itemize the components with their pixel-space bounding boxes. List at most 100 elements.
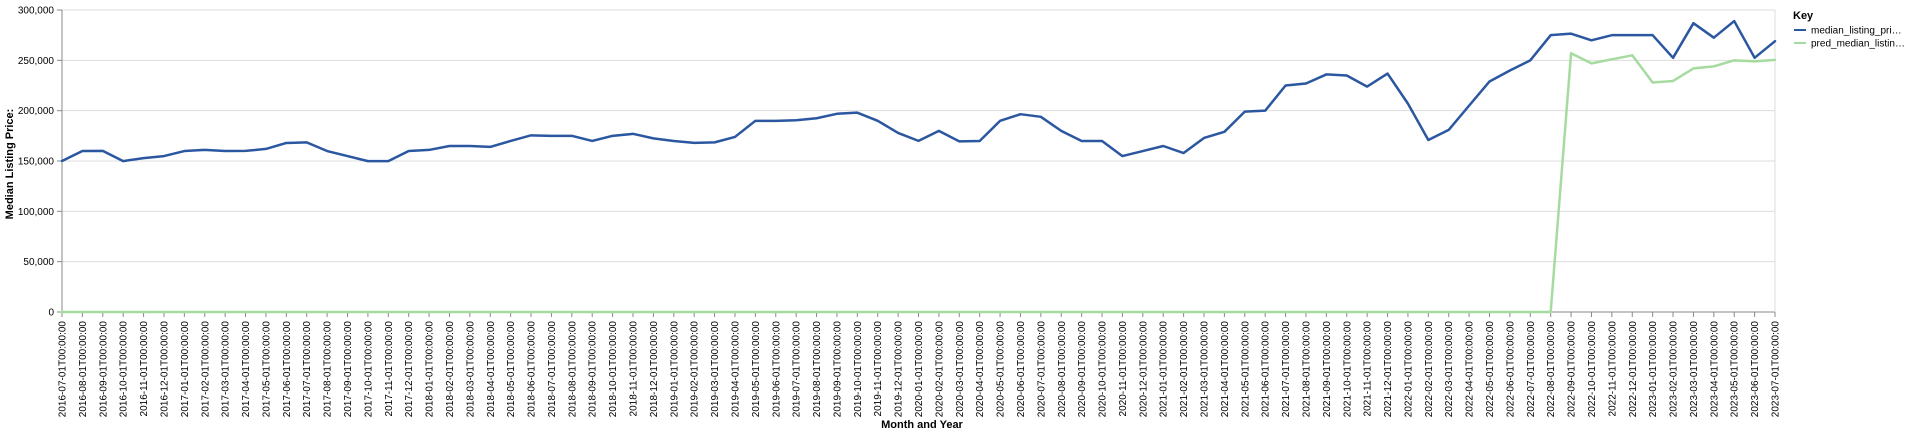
x-tick-label: 2017-08-01T00:00:00 <box>323 321 334 418</box>
x-tick-label: 2021-10-01T00:00:00 <box>1342 321 1353 418</box>
y-tick-label: 300,000 <box>18 6 55 17</box>
x-tick-label: 2020-10-01T00:00:00 <box>1098 321 1109 418</box>
x-tick-label: 2018-08-01T00:00:00 <box>567 321 578 418</box>
x-tick-label: 2019-03-01T00:00:00 <box>710 321 721 418</box>
x-tick-label: 2021-09-01T00:00:00 <box>1322 321 1333 418</box>
x-tick-label: 2018-02-01T00:00:00 <box>445 321 456 418</box>
x-tick-label: 2016-07-01T00:00:00 <box>58 321 69 418</box>
x-tick-label: 2018-10-01T00:00:00 <box>608 321 619 418</box>
x-tick-label: 2021-01-01T00:00:00 <box>1159 321 1170 418</box>
x-tick-label: 2017-01-01T00:00:00 <box>180 321 191 418</box>
x-tick-label: 2020-06-01T00:00:00 <box>1016 321 1027 418</box>
x-tick-label: 2017-12-01T00:00:00 <box>404 321 415 418</box>
x-tick-label: 2019-11-01T00:00:00 <box>873 321 884 417</box>
x-tick-label: 2018-03-01T00:00:00 <box>465 321 476 418</box>
y-tick-label: 100,000 <box>18 207 55 218</box>
x-tick-label: 2022-03-01T00:00:00 <box>1444 321 1455 418</box>
x-tick-label: 2021-04-01T00:00:00 <box>1220 321 1231 418</box>
x-tick-label: 2023-05-01T00:00:00 <box>1730 321 1741 418</box>
x-tick-label: 2018-04-01T00:00:00 <box>486 321 497 418</box>
x-tick-label: 2019-07-01T00:00:00 <box>792 321 803 418</box>
x-tick-label: 2018-09-01T00:00:00 <box>588 321 599 418</box>
x-tick-label: 2022-06-01T00:00:00 <box>1505 321 1516 418</box>
x-tick-label: 2016-11-01T00:00:00 <box>139 321 150 417</box>
x-tick-label: 2016-09-01T00:00:00 <box>98 321 109 418</box>
x-tick-label: 2019-02-01T00:00:00 <box>690 321 701 418</box>
legend-title: Key <box>1793 10 1814 22</box>
x-tick-label: 2020-09-01T00:00:00 <box>1077 321 1088 418</box>
x-tick-label: 2020-01-01T00:00:00 <box>914 321 925 418</box>
y-tick-label: 250,000 <box>18 56 55 67</box>
y-tick-label: 150,000 <box>18 157 55 168</box>
legend: Key median_listing_pri… pred_median_listi… <box>1793 10 1905 50</box>
x-tick-label: 2023-04-01T00:00:00 <box>1709 321 1720 418</box>
x-tick-label: 2018-12-01T00:00:00 <box>649 321 660 418</box>
x-tick-label: 2022-10-01T00:00:00 <box>1587 321 1598 418</box>
x-tick-label: 2016-10-01T00:00:00 <box>119 321 130 418</box>
x-tick-label: 2022-09-01T00:00:00 <box>1567 321 1578 418</box>
x-tick-label: 2022-01-01T00:00:00 <box>1403 321 1414 418</box>
x-tick-label: 2022-11-01T00:00:00 <box>1607 321 1618 417</box>
x-tick-label: 2022-02-01T00:00:00 <box>1424 321 1435 418</box>
x-tick-label: 2023-07-01T00:00:00 <box>1771 321 1782 418</box>
x-tick-label: 2020-02-01T00:00:00 <box>934 321 945 418</box>
x-tick-label: 2019-04-01T00:00:00 <box>730 321 741 418</box>
x-tick-label: 2023-06-01T00:00:00 <box>1750 321 1761 418</box>
x-tick-label: 2018-01-01T00:00:00 <box>425 321 436 418</box>
y-tick-label: 50,000 <box>23 257 54 268</box>
x-axis: 2016-07-01T00:00:00 2016-08-01T00:00:00 20… <box>58 312 1782 417</box>
y-axis: 0 50,000 100,000 150,000 200,000 250,000 300,0… <box>18 6 62 319</box>
gridlines <box>62 9 1775 313</box>
x-tick-label: 2019-09-01T00:00:00 <box>832 321 843 418</box>
legend-label: median_listing_pri… <box>1811 26 1902 37</box>
x-tick-label: 2020-11-01T00:00:00 <box>1118 321 1129 417</box>
x-tick-label: 2018-11-01T00:00:00 <box>629 321 640 417</box>
x-tick-label: 2017-06-01T00:00:00 <box>282 321 293 418</box>
x-tick-label: 2017-11-01T00:00:00 <box>384 321 395 417</box>
x-tick-label: 2019-10-01T00:00:00 <box>853 321 864 418</box>
x-tick-label: 2016-08-01T00:00:00 <box>78 321 89 418</box>
x-tick-label: 2017-03-01T00:00:00 <box>221 321 232 418</box>
x-tick-label: 2021-03-01T00:00:00 <box>1200 321 1211 418</box>
x-tick-label: 2023-03-01T00:00:00 <box>1689 321 1700 418</box>
x-tick-label: 2020-07-01T00:00:00 <box>1036 321 1047 418</box>
x-tick-label: 2017-09-01T00:00:00 <box>343 321 354 418</box>
x-tick-label: 2019-01-01T00:00:00 <box>669 321 680 418</box>
x-tick-label: 2017-07-01T00:00:00 <box>302 321 313 418</box>
x-tick-label: 2018-05-01T00:00:00 <box>506 321 517 418</box>
y-tick-label: 200,000 <box>18 106 55 117</box>
x-tick-label: 2022-07-01T00:00:00 <box>1526 321 1537 418</box>
x-tick-label: 2019-08-01T00:00:00 <box>812 321 823 418</box>
x-tick-label: 2020-03-01T00:00:00 <box>955 321 966 418</box>
x-tick-label: 2017-02-01T00:00:00 <box>200 321 211 418</box>
x-axis-title: Month and Year <box>881 419 963 431</box>
x-tick-label: 2018-06-01T00:00:00 <box>527 321 538 418</box>
x-tick-label: 2022-08-01T00:00:00 <box>1546 321 1557 418</box>
x-tick-label: 2021-12-01T00:00:00 <box>1383 321 1394 418</box>
x-tick-label: 2021-05-01T00:00:00 <box>1240 321 1251 418</box>
x-tick-label: 2020-12-01T00:00:00 <box>1138 321 1149 418</box>
x-tick-label: 2017-04-01T00:00:00 <box>241 321 252 418</box>
x-tick-label: 2021-11-01T00:00:00 <box>1363 321 1374 417</box>
x-tick-label: 2019-12-01T00:00:00 <box>894 321 905 418</box>
x-tick-label: 2021-07-01T00:00:00 <box>1281 321 1292 418</box>
series-line <box>60 52 1777 314</box>
legend-label: pred_median_listin… <box>1811 39 1905 50</box>
y-axis-title: Median Listing Price: <box>4 109 16 220</box>
x-tick-label: 2022-12-01T00:00:00 <box>1628 321 1639 418</box>
series-line <box>60 19 1777 163</box>
x-tick-label: 2022-05-01T00:00:00 <box>1485 321 1496 418</box>
x-tick-label: 2021-08-01T00:00:00 <box>1301 321 1312 418</box>
x-tick-label: 2018-07-01T00:00:00 <box>547 321 558 418</box>
x-tick-label: 2016-12-01T00:00:00 <box>159 321 170 418</box>
x-tick-label: 2023-01-01T00:00:00 <box>1648 321 1659 418</box>
x-tick-label: 2017-05-01T00:00:00 <box>261 321 272 418</box>
x-tick-label: 2019-06-01T00:00:00 <box>771 321 782 418</box>
y-tick-label: 0 <box>48 308 54 319</box>
x-tick-label: 2020-05-01T00:00:00 <box>996 321 1007 418</box>
series-lines <box>60 19 1777 314</box>
x-tick-label: 2022-04-01T00:00:00 <box>1465 321 1476 418</box>
x-tick-label: 2020-08-01T00:00:00 <box>1057 321 1068 418</box>
x-tick-label: 2020-04-01T00:00:00 <box>975 321 986 418</box>
